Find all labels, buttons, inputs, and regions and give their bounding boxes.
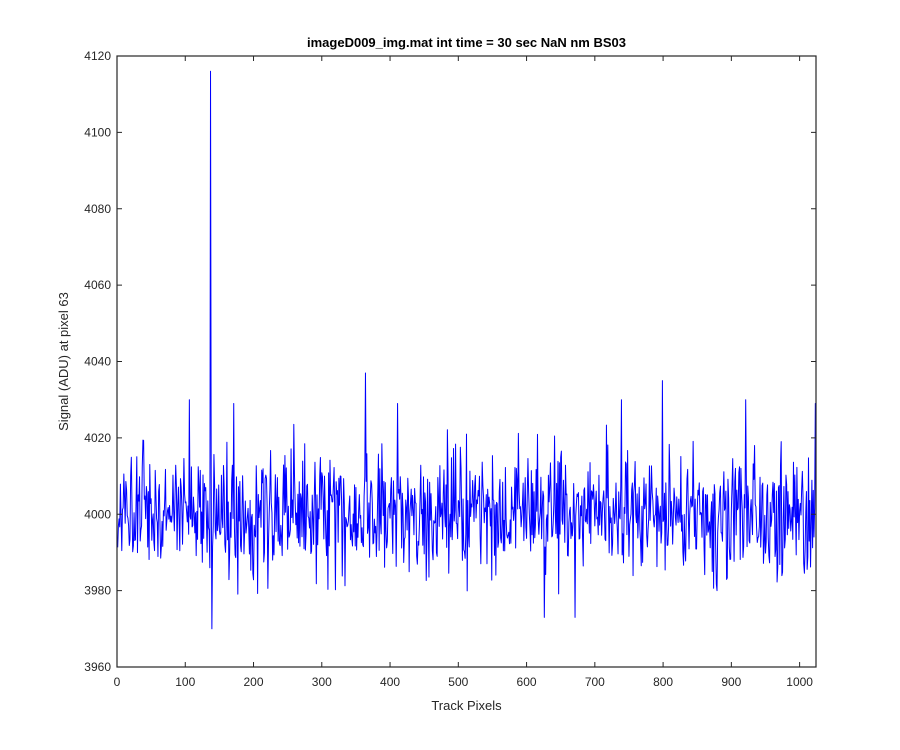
y-tick-label: 3980	[84, 584, 111, 598]
y-axis-ticks: 3960 3980 4000 4020 4040 4060 4080 4100 4120	[84, 49, 816, 674]
y-tick-label: 4120	[84, 49, 111, 63]
y-tick-label: 3960	[84, 660, 111, 674]
x-axis-label: Track Pixels	[431, 698, 502, 713]
y-tick-label: 4080	[84, 202, 111, 216]
x-tick-label: 400	[380, 675, 400, 689]
x-tick-label: 600	[517, 675, 537, 689]
x-tick-label: 800	[653, 675, 673, 689]
chart-title: imageD009_img.mat int time = 30 sec NaN …	[307, 35, 626, 50]
x-tick-label: 700	[585, 675, 605, 689]
x-tick-label: 100	[175, 675, 195, 689]
x-tick-label: 1000	[786, 675, 813, 689]
y-tick-label: 4100	[84, 125, 111, 139]
y-tick-label: 4020	[84, 431, 111, 445]
y-tick-label: 4040	[84, 355, 111, 369]
x-tick-label: 500	[448, 675, 468, 689]
x-tick-label: 0	[114, 675, 121, 689]
y-axis-label: Signal (ADU) at pixel 63	[56, 292, 71, 431]
plot-area	[116, 55, 817, 668]
x-tick-label: 900	[721, 675, 741, 689]
y-tick-label: 4000	[84, 507, 111, 521]
x-tick-label: 200	[244, 675, 264, 689]
axes-background	[117, 56, 816, 667]
y-tick-label: 4060	[84, 278, 111, 292]
x-axis-ticks: 0 100 200 300 400 500 600 700 800 900 1000	[114, 56, 813, 689]
series-line	[117, 70, 817, 630]
x-tick-label: 300	[312, 675, 332, 689]
